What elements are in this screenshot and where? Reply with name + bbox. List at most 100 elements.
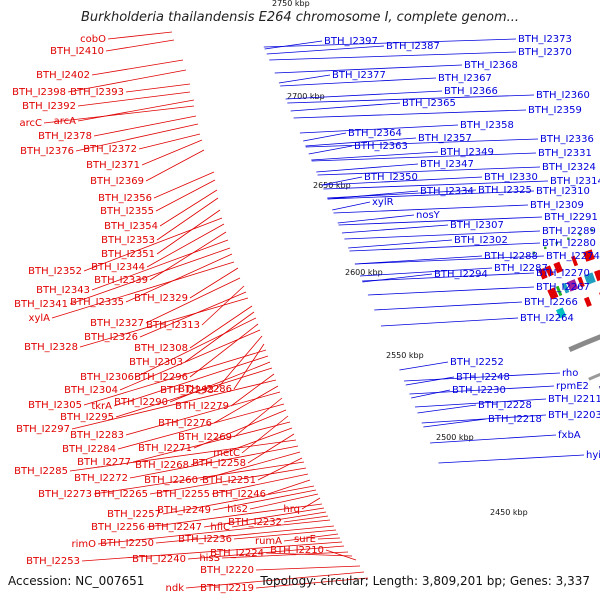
left-gene-label-68: rimO [71, 539, 96, 550]
left-gene-label-42: BTH_I2297 [16, 424, 70, 435]
right-gene-label-21: BTH_I2330 [484, 172, 538, 183]
left-gene-label-45: BTH_I2269 [178, 432, 232, 443]
kbp-label-6: 2450 kbp [490, 508, 528, 517]
right-leader-12 [303, 132, 347, 142]
left-leader-29 [79, 297, 249, 348]
feature-tracks [532, 229, 600, 390]
left-gene-label-62: his2 [227, 504, 248, 515]
right-leader-39 [367, 286, 535, 296]
left-gene-label-41: BTH_I2279 [175, 401, 229, 412]
right-gene-label-26: xylR [372, 197, 394, 208]
left-leader-74 [187, 545, 345, 560]
right-gene-label-6: BTH_I2367 [438, 73, 492, 84]
right-gene-label-3: BTH_I2370 [518, 47, 572, 58]
feature-2-3 [583, 296, 592, 307]
left-leader-1 [105, 39, 175, 52]
left-leader-14 [155, 179, 216, 212]
guide-dot-0 [578, 233, 582, 236]
left-leader-6 [77, 99, 195, 122]
right-leader-25 [327, 190, 535, 200]
right-leader-43 [404, 372, 561, 382]
left-leader-34 [119, 329, 261, 391]
right-gene-label-17: BTH_I2331 [538, 148, 592, 159]
left-leader-55 [257, 457, 303, 481]
left-gene-label-34: BTH_I2304 [64, 385, 118, 396]
right-leader-13 [305, 137, 417, 147]
right-gene-label-52: hyi [586, 450, 600, 461]
left-leader-78 [255, 565, 361, 571]
left-gene-label-47: BTH_I2271 [138, 443, 192, 454]
left-leader-42 [71, 379, 277, 430]
right-gene-label-41: BTH_I2264 [520, 313, 574, 324]
right-leader-22 [323, 180, 549, 190]
kbp-label-0: 2750 kbp [272, 0, 310, 8]
right-gene-label-33: BTH_I2280 [542, 238, 596, 249]
left-gene-label-13: BTH_I2356 [98, 193, 152, 204]
left-gene-label-3: BTH_I2398 [12, 87, 66, 98]
feature-1-0 [547, 287, 559, 300]
right-gene-label-2: BTH_I2373 [518, 34, 572, 45]
left-gene-label-14: BTH_I2355 [100, 206, 154, 217]
left-gene-label-5: BTH_I2392 [22, 101, 76, 112]
right-gene-label-49: BTH_I2203 [548, 410, 600, 421]
left-gene-label-50: BTH_I2268 [135, 460, 189, 471]
right-gene-label-14: BTH_I2336 [540, 134, 594, 145]
left-gene-label-1: BTH_I2410 [50, 46, 104, 57]
left-gene-label-73: BTH_I2253 [26, 556, 80, 567]
left-gene-label-64: BTH_I2256 [91, 522, 145, 533]
right-gene-label-46: BTH_I2230 [452, 385, 506, 396]
right-leader-19 [317, 166, 541, 176]
right-leader-50 [423, 418, 487, 428]
left-gene-label-67: BTH_I2232 [228, 517, 282, 528]
left-gene-label-79: ndk [166, 583, 185, 594]
left-leader-9 [75, 123, 199, 152]
right-leader-35 [354, 255, 545, 265]
right-leader-2 [263, 38, 517, 48]
left-leader-49 [132, 421, 291, 463]
left-gene-label-65: BTH_I2247 [148, 522, 202, 533]
left-gene-label-70: BTH_I2236 [178, 534, 232, 545]
right-leader-38 [362, 272, 535, 282]
left-gene-label-57: BTH_I2265 [94, 489, 148, 500]
right-gene-label-48: BTH_I2228 [478, 400, 532, 411]
right-leader-51 [430, 434, 557, 444]
left-gene-label-43: BTH_I2276 [158, 418, 212, 429]
left-leader-48 [241, 415, 289, 454]
left-gene-label-48: metC [213, 448, 240, 459]
label-leader-lines [43, 31, 585, 589]
left-leader-4 [125, 83, 191, 93]
left-leader-24 [51, 261, 235, 319]
right-gene-label-12: BTH_I2364 [348, 128, 402, 139]
feature-1-1 [555, 285, 563, 297]
left-leader-40 [115, 367, 273, 418]
left-leader-73 [81, 541, 343, 562]
left-leader-35 [215, 335, 263, 391]
right-gene-label-50: BTH_I2218 [488, 414, 542, 425]
right-leader-27 [333, 204, 529, 214]
left-gene-label-30: BTH_I2308 [134, 343, 188, 354]
left-gene-label-80: BTH_I2219 [200, 583, 254, 594]
left-gene-label-71: rumA [255, 536, 282, 547]
left-leader-13 [153, 171, 215, 199]
left-gene-label-49: BTH_I2277 [77, 457, 131, 468]
right-gene-label-38: BTH_I2270 [536, 268, 590, 279]
left-gene-label-9: BTH_I2376 [20, 146, 74, 157]
left-leader-18 [83, 217, 223, 272]
left-gene-label-74: BTH_I2240 [132, 554, 186, 565]
feature-0-2 [553, 261, 564, 274]
left-gene-label-75: hisS [199, 553, 220, 564]
right-gene-label-20: BTH_I2350 [364, 172, 418, 183]
left-leader-51 [247, 433, 295, 464]
right-leader-10 [293, 109, 527, 119]
right-leader-5 [278, 74, 331, 84]
left-leader-33 [189, 323, 259, 378]
right-gene-label-39: BTH_I2267 [536, 282, 590, 293]
right-gene-label-25: BTH_I2310 [536, 186, 590, 197]
left-gene-label-44: BTH_I2283 [70, 430, 124, 441]
left-leader-3 [67, 69, 187, 93]
left-gene-label-11: BTH_I2371 [86, 160, 140, 171]
left-gene-label-19: BTH_I2344 [91, 262, 145, 273]
right-leader-33 [349, 242, 541, 252]
